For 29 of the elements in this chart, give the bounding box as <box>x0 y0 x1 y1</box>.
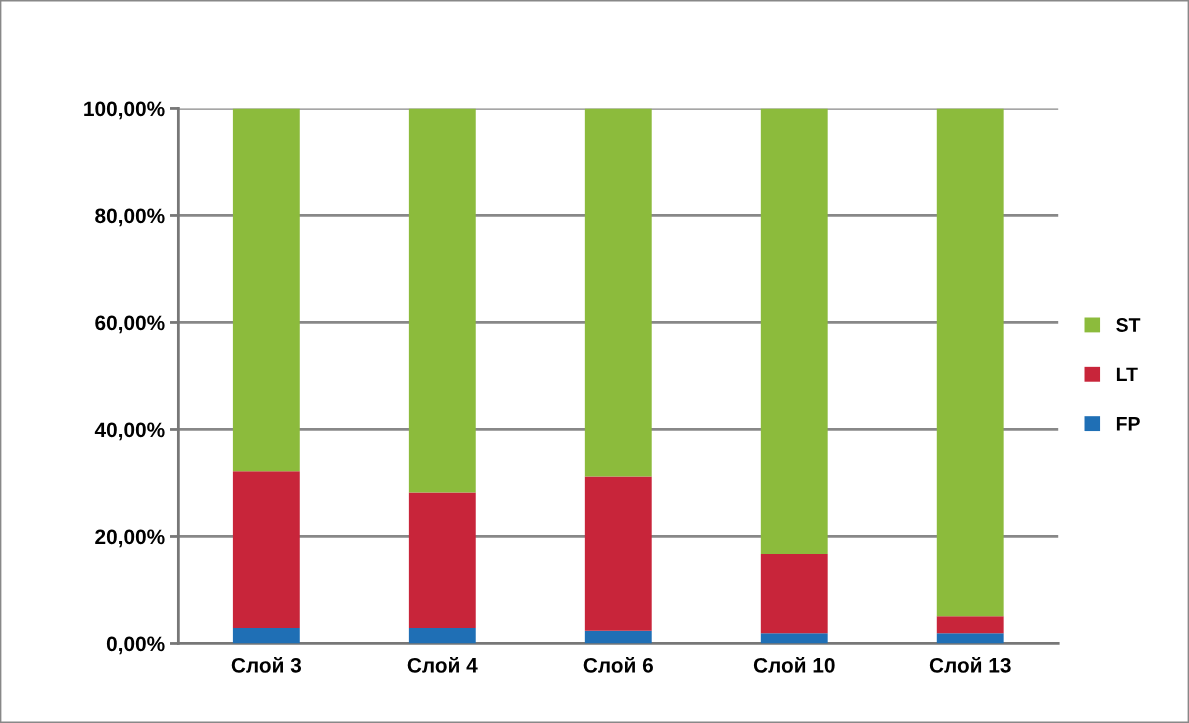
y-tick-label: 0,00% <box>106 636 165 655</box>
y-tick-label: 100,00% <box>84 101 165 120</box>
bar <box>936 616 1004 634</box>
y-tick-label: 60,00% <box>95 315 165 334</box>
x-tick-label: Слой 3 <box>231 656 302 673</box>
bar <box>232 108 300 472</box>
bar <box>760 108 828 555</box>
bar <box>760 633 828 644</box>
bar <box>760 554 828 634</box>
bar <box>584 630 652 644</box>
bar <box>232 471 300 628</box>
x-tick-label: Слой 4 <box>407 656 478 673</box>
x-tick-label: Слой 13 <box>929 656 1011 673</box>
y-tick-label: 20,00% <box>95 529 165 548</box>
x-tick-label: Слой 6 <box>583 656 653 673</box>
legend-label: ST <box>1116 318 1141 332</box>
legend-label: LT <box>1116 367 1138 382</box>
bar <box>232 627 300 644</box>
bar <box>584 108 652 477</box>
bar <box>408 627 476 644</box>
bar <box>936 633 1004 644</box>
bar <box>408 108 476 493</box>
y-tick-label: 40,00% <box>94 422 165 441</box>
x-tick-label: Слой 10 <box>753 656 835 673</box>
bar <box>408 492 476 628</box>
y-tick-label: 80,00% <box>95 208 165 227</box>
bar <box>584 476 652 631</box>
legend-label: FP <box>1116 417 1140 431</box>
bar <box>936 108 1004 617</box>
